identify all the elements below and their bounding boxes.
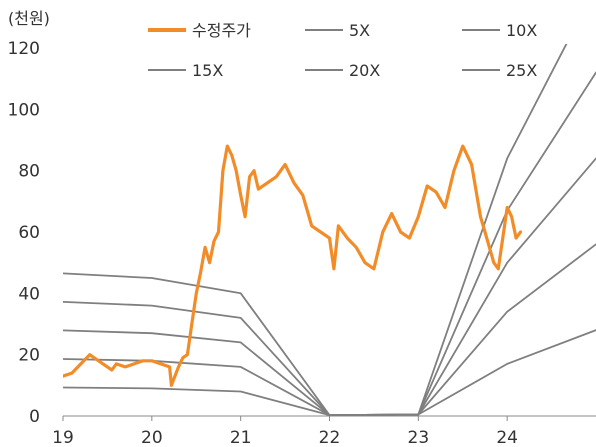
unit-label: (천원): [8, 9, 50, 28]
y-tick-label: 60: [18, 223, 40, 243]
legend: 수정주가 5X 10X 15X 20X 25X: [148, 21, 537, 80]
x-tick-label: 20: [141, 428, 163, 447]
x-axis-ticks: 19 20 21 22 23 24: [52, 415, 596, 447]
y-tick-label: 80: [18, 162, 40, 182]
series-line-5X: [63, 329, 596, 416]
x-tick-label: 22: [319, 428, 341, 447]
y-tick-label: 0: [29, 407, 40, 427]
x-tick-label: 23: [408, 428, 430, 447]
y-tick-label: 40: [18, 284, 40, 304]
x-tick-label: 24: [496, 428, 518, 447]
legend-label: 수정주가: [192, 21, 251, 40]
legend-label: 25X: [506, 61, 537, 80]
y-tick-label: 120: [8, 39, 40, 59]
series-line-25X: [63, 44, 568, 416]
x-tick-label: 19: [52, 428, 74, 447]
legend-label: 5X: [349, 21, 370, 40]
series-line-수정주가: [63, 144, 523, 387]
x-tick-label: 21: [230, 428, 252, 447]
y-tick-label: 20: [18, 346, 40, 366]
legend-label: 15X: [192, 61, 223, 80]
y-axis-ticks: 0 20 40 60 80 100 120: [8, 39, 40, 427]
legend-label: 10X: [506, 21, 537, 40]
plot-area: [63, 44, 596, 416]
y-tick-label: 100: [8, 100, 40, 120]
legend-label: 20X: [349, 61, 380, 80]
series-line-10X: [63, 243, 596, 416]
